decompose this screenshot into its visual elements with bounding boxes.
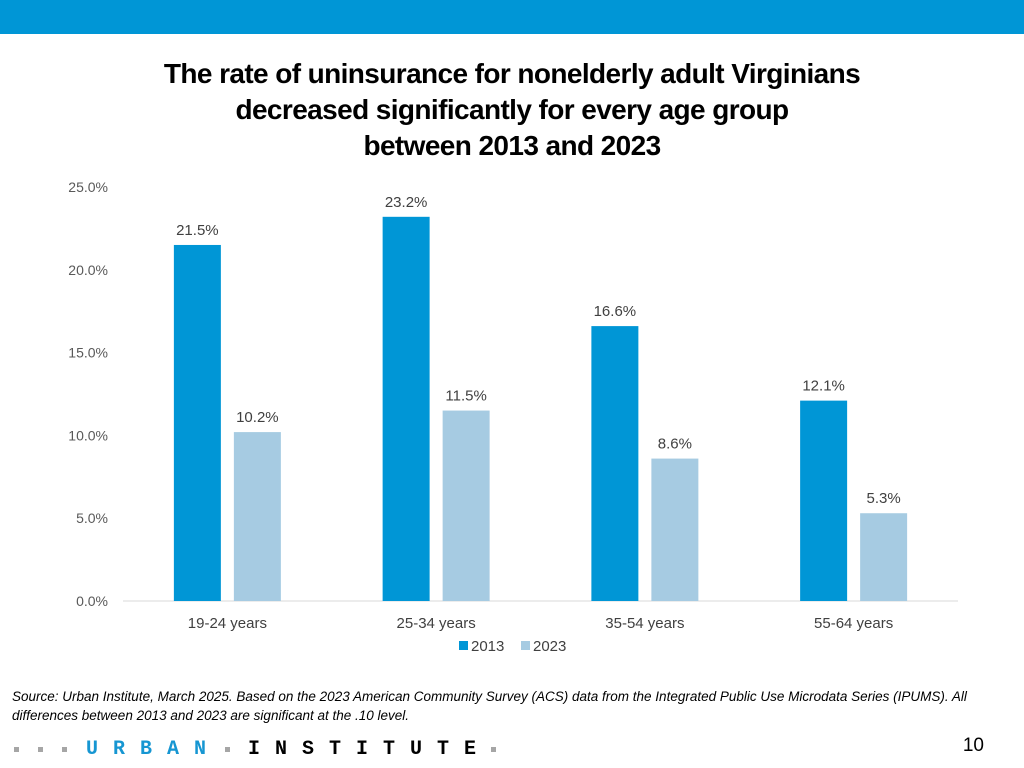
logo-dot xyxy=(14,746,19,752)
logo-dot xyxy=(62,746,67,752)
title-line-3: between 2013 and 2023 xyxy=(363,130,661,161)
bar-2013 xyxy=(800,400,848,601)
urban-institute-logo: URBAN INSTITUTE xyxy=(14,737,515,761)
slide-title: The rate of uninsurance for nonelderly a… xyxy=(62,56,962,164)
data-label-2023: 8.6% xyxy=(658,436,692,453)
bar-2023 xyxy=(442,410,490,601)
bar-2013 xyxy=(173,244,221,601)
data-label-2023: 5.3% xyxy=(867,490,901,507)
title-line-1: The rate of uninsurance for nonelderly a… xyxy=(163,58,861,89)
y-tick-label: 25.0% xyxy=(68,179,108,195)
logo-word-institute: INSTITUTE xyxy=(248,737,492,761)
y-tick-label: 15.0% xyxy=(68,345,108,361)
category-label: 25-34 years xyxy=(397,615,476,632)
page-number: 10 xyxy=(962,735,984,756)
legend-label-2023: 2023 xyxy=(533,638,566,655)
y-tick-label: 5.0% xyxy=(76,510,108,526)
y-tick-label: 0.0% xyxy=(76,593,108,609)
logo-dot xyxy=(491,746,497,752)
bar-2013 xyxy=(382,216,430,602)
y-tick-label: 10.0% xyxy=(68,427,108,443)
bar-2023 xyxy=(860,513,908,601)
category-label: 19-24 years xyxy=(188,615,267,632)
top-banner-bar xyxy=(0,0,1024,34)
source-note: Source: Urban Institute, March 2025. Bas… xyxy=(12,689,967,723)
data-label-2013: 23.2% xyxy=(385,194,428,211)
logo-separator xyxy=(225,746,231,752)
data-label-2013: 21.5% xyxy=(176,222,219,239)
bar-2023 xyxy=(651,458,699,601)
bar-2013 xyxy=(591,326,639,601)
logo-dot xyxy=(38,746,43,752)
title-line-2: decreased significantly for every age gr… xyxy=(235,94,789,125)
category-label: 55-64 years xyxy=(814,615,893,632)
y-tick-label: 20.0% xyxy=(68,262,108,278)
category-label: 35-54 years xyxy=(605,615,684,632)
legend-label-2013: 2013 xyxy=(471,638,504,655)
bar-2023 xyxy=(233,432,281,601)
legend-swatch-2023 xyxy=(521,641,530,650)
data-label-2023: 10.2% xyxy=(236,409,279,426)
data-label-2013: 16.6% xyxy=(594,303,637,320)
data-label-2013: 12.1% xyxy=(802,378,845,395)
legend-swatch-2013 xyxy=(459,641,468,650)
bar-chart: 0.0% 5.0% 10.0% 15.0% 20.0% 25.0% 21.5% 10.2% 19… xyxy=(68,179,958,655)
logo-word-urban: URBAN xyxy=(86,737,222,761)
data-label-2023: 11.5% xyxy=(445,388,486,405)
